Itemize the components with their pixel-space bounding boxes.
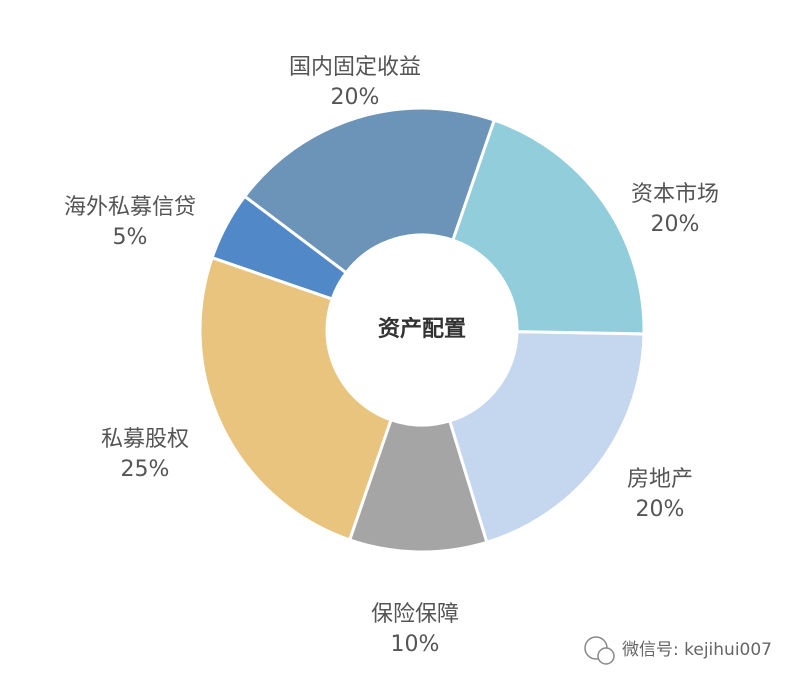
donut-slice <box>451 118 646 336</box>
donut-slice <box>347 417 489 554</box>
center-label: 资产配置 <box>378 317 466 342</box>
donut-slice <box>210 194 349 301</box>
slice-name: 保险保障 <box>371 602 459 627</box>
donut-slice <box>447 330 646 545</box>
donut-slice <box>242 106 497 275</box>
slice-name: 国内固定收益 <box>289 55 421 80</box>
slice-name: 私募股权 <box>101 427 189 452</box>
watermark: 微信号: kejihui007 <box>622 640 772 660</box>
slice-name: 海外私募信贷 <box>64 195 196 220</box>
slice-value: 20% <box>331 85 380 110</box>
slice-value: 25% <box>121 457 170 482</box>
slice-name: 资本市场 <box>631 182 719 207</box>
slice-name: 房地产 <box>627 467 693 492</box>
donut-slice <box>198 255 393 542</box>
slice-value: 20% <box>651 212 700 237</box>
watermark-icon <box>584 636 615 665</box>
slice-value: 10% <box>391 632 440 657</box>
slice-value: 5% <box>113 225 148 250</box>
slice-value: 20% <box>636 497 685 522</box>
